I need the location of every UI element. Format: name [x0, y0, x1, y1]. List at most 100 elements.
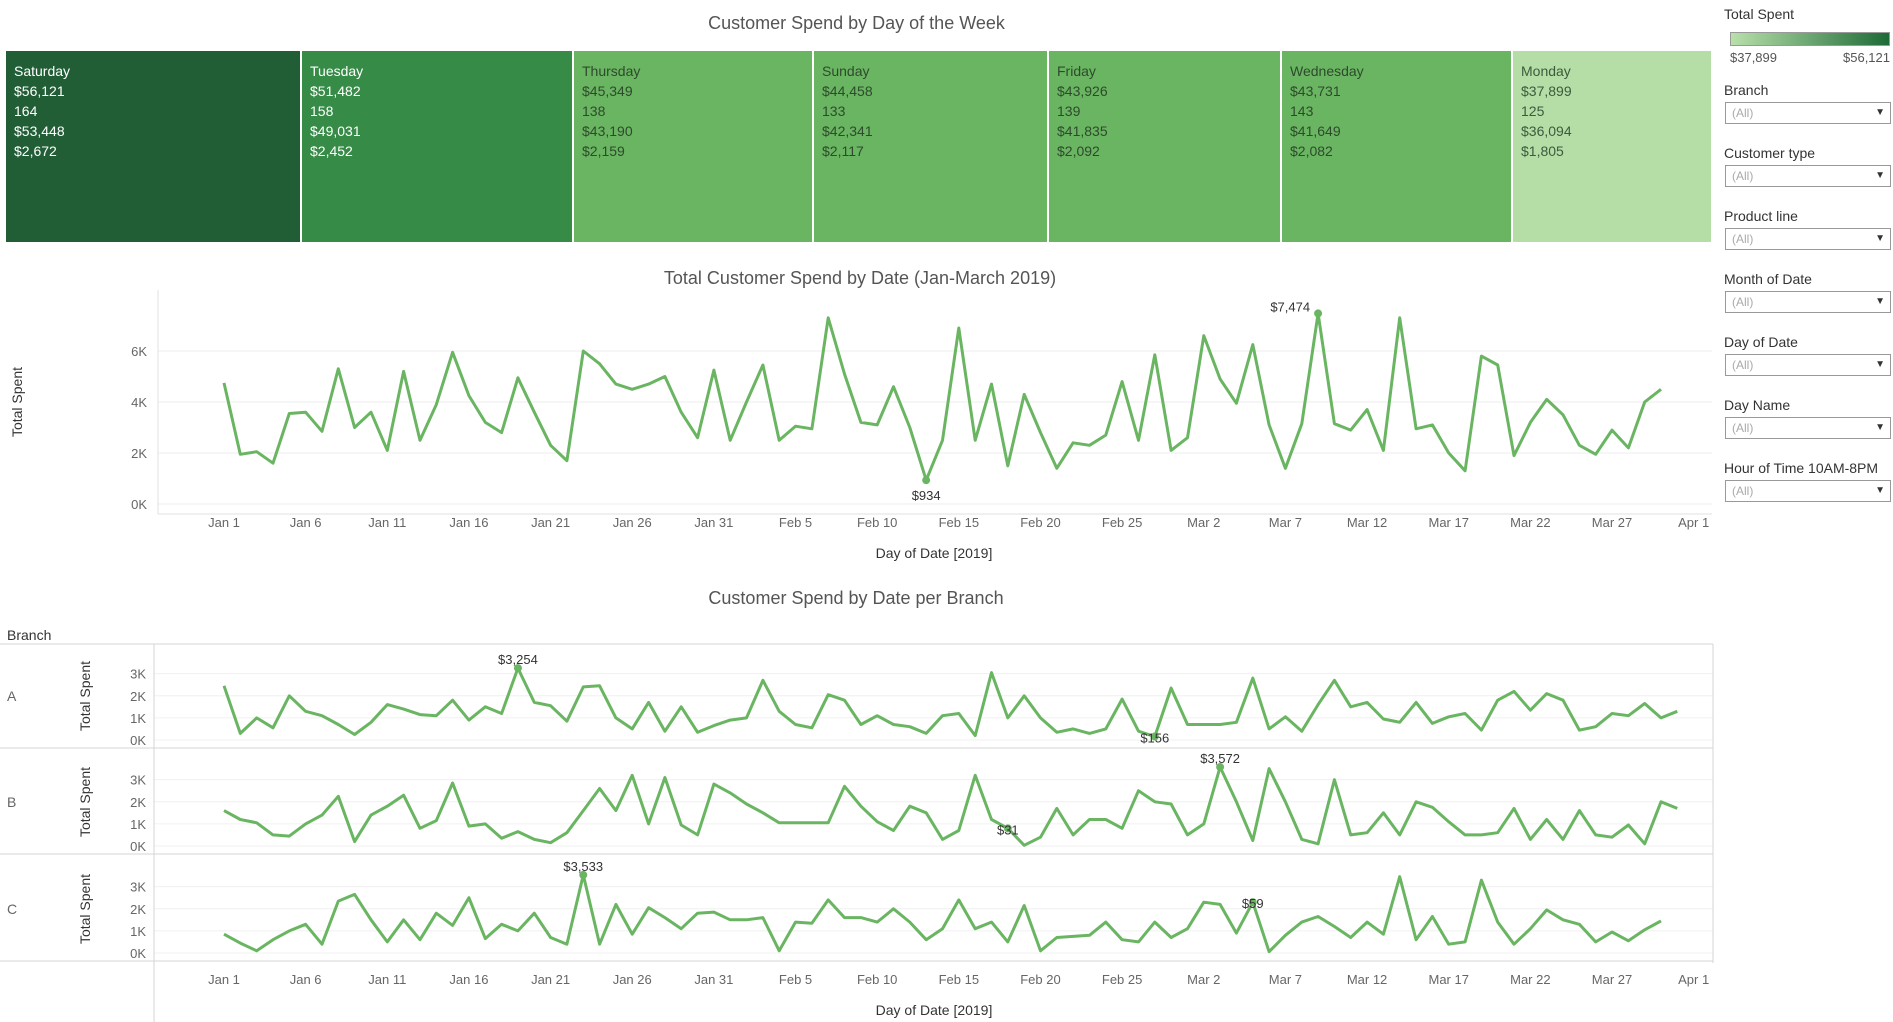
total-spend-series-line: [222, 311, 1662, 482]
x-tick-label: Mar 7: [1269, 972, 1302, 987]
tile-day-label: Friday: [1057, 63, 1096, 79]
branch-a-series-line: [222, 666, 1678, 739]
treemap-tile-saturday[interactable]: Saturday $56,121 164 $53,448 $2,672: [6, 51, 302, 242]
branch-spend-line-chart: Customer Spend by Date per Branch Branch A…: [0, 588, 1714, 1022]
y-tick-label: 1K: [130, 817, 146, 832]
x-tick-label: Feb 20: [1020, 515, 1060, 530]
annotation-point: [1003, 824, 1012, 833]
tile-count-label: 139: [1057, 103, 1081, 119]
chevron-down-icon: ▼: [1875, 296, 1885, 307]
chevron-down-icon: ▼: [1875, 233, 1885, 244]
tile-count-label: 143: [1290, 103, 1314, 119]
tile-v4-label: $2,159: [582, 143, 625, 159]
tile-count-label: 164: [14, 103, 38, 119]
tile-total-label: $44,458: [822, 83, 873, 99]
x-tick-label: Feb 25: [1102, 972, 1142, 987]
branch-c-series-line: [223, 873, 1662, 954]
branch-b-series-line: [223, 765, 1678, 847]
filter-dropdown-day-name[interactable]: (All) ▼: [1725, 417, 1891, 439]
tile-total-label: $37,899: [1521, 83, 1572, 99]
filter-label-customer-type: Customer type: [1724, 145, 1816, 161]
annotation-point: [513, 664, 522, 673]
filter-dropdown-day-of-date[interactable]: (All) ▼: [1725, 354, 1891, 376]
filter-value: (All): [1732, 169, 1754, 183]
treemap-tile-sunday[interactable]: Sunday $44,458 133 $42,341 $2,117: [814, 51, 1049, 242]
y-tick-label: 6K: [131, 344, 147, 359]
y-tick-label: 0K: [130, 946, 146, 961]
tile-day-label: Thursday: [582, 63, 641, 79]
treemap-tile-thursday[interactable]: Thursday $45,349 138 $43,190 $2,159: [574, 51, 814, 242]
tile-v3-label: $41,835: [1057, 123, 1108, 139]
y-tick-label: 2K: [130, 689, 146, 704]
filter-label-day-of-date: Day of Date: [1724, 334, 1798, 350]
x-tick-label: Jan 11: [368, 972, 406, 987]
annotation-point: [1314, 309, 1323, 318]
treemap-tile-tuesday[interactable]: Tuesday $51,482 158 $49,031 $2,452: [302, 51, 574, 242]
x-tick-label: Jan 21: [531, 972, 570, 987]
tile-count-label: 158: [310, 103, 334, 119]
y-tick-label: 2K: [130, 902, 146, 917]
filter-dropdown-product-line[interactable]: (All) ▼: [1725, 228, 1891, 250]
x-tick-label: Feb 10: [857, 515, 897, 530]
annotation-label: $3,254: [498, 652, 538, 667]
filter-dropdown-customer-type[interactable]: (All) ▼: [1725, 165, 1891, 187]
y-tick-label: 3K: [130, 773, 146, 788]
x-tick-label: Mar 7: [1269, 515, 1302, 530]
filter-dropdown-hour-of-time-10am-8pm[interactable]: (All) ▼: [1725, 480, 1891, 502]
filter-label-day-name: Day Name: [1724, 397, 1791, 413]
tile-v4-label: $2,092: [1057, 143, 1100, 159]
treemap-tile-monday[interactable]: Monday $37,899 125 $36,094 $1,805: [1513, 51, 1713, 242]
x-tick-label: Feb 25: [1102, 515, 1142, 530]
chevron-down-icon: ▼: [1875, 170, 1885, 181]
tile-v4-label: $1,805: [1521, 143, 1564, 159]
treemap-tile-wednesday[interactable]: Wednesday $43,731 143 $41,649 $2,082: [1282, 51, 1513, 242]
x-tick-label: Jan 6: [290, 972, 322, 987]
x-tick-label: Feb 15: [939, 515, 979, 530]
x-tick-label: Mar 17: [1428, 515, 1468, 530]
branch-chart-title: Customer Spend by Date per Branch: [708, 588, 1003, 608]
x-tick-label: Jan 26: [613, 972, 652, 987]
tile-total-label: $51,482: [310, 83, 361, 99]
y-tick-label: 4K: [131, 395, 147, 410]
x-tick-label: Jan 31: [694, 515, 733, 530]
x-tick-label: Jan 21: [531, 515, 570, 530]
annotation-label: $31: [997, 822, 1019, 837]
tile-day-label: Sunday: [822, 63, 870, 79]
x-tick-label: Mar 2: [1187, 972, 1220, 987]
filter-label-hour-of-time-10am-8pm: Hour of Time 10AM-8PM: [1724, 460, 1879, 476]
filter-dropdown-branch[interactable]: (All) ▼: [1725, 102, 1891, 124]
x-tick-label: Apr 1: [1678, 972, 1709, 987]
y-tick-label: 0K: [130, 839, 146, 854]
branch-x-axis-title: Day of Date [2019]: [876, 1002, 993, 1018]
treemap-tile-friday[interactable]: Friday $43,926 139 $41,835 $2,092: [1049, 51, 1282, 242]
tile-v3-label: $42,341: [822, 123, 873, 139]
annotation-label: $59: [1242, 896, 1264, 911]
day-of-week-treemap: Saturday $56,121 164 $53,448 $2,672 Tuesday $5…: [6, 51, 1713, 242]
tile-total-label: $43,731: [1290, 83, 1341, 99]
x-tick-label: Feb 5: [779, 515, 812, 530]
annotation-label: $7,474: [1270, 299, 1310, 314]
tile-day-label: Wednesday: [1290, 63, 1364, 79]
x-tick-label: Jan 16: [449, 972, 488, 987]
x-tick-label: Jan 31: [694, 972, 733, 987]
facet-header: Branch: [7, 627, 51, 643]
annotation-label: $3,533: [563, 859, 603, 874]
x-tick-label: Jan 26: [613, 515, 652, 530]
filter-label-branch: Branch: [1724, 82, 1769, 98]
x-tick-label: Jan 6: [290, 515, 322, 530]
branch-row-label: B: [7, 794, 16, 810]
tile-total-label: $43,926: [1057, 83, 1108, 99]
x-tick-label: Jan 16: [449, 515, 488, 530]
tile-v4-label: $2,672: [14, 143, 57, 159]
line-chart-y-axis-title: Total Spent: [9, 367, 25, 437]
annotation-label: $156: [1140, 731, 1169, 746]
x-tick-label: Apr 1: [1678, 515, 1709, 530]
line-chart-x-axis-title: Day of Date [2019]: [876, 545, 993, 561]
tile-day-label: Tuesday: [310, 63, 364, 79]
y-tick-label: 2K: [131, 446, 147, 461]
filter-dropdown-month-of-date[interactable]: (All) ▼: [1725, 291, 1891, 313]
legend-max-value: $56,121: [1843, 50, 1890, 65]
treemap-title: Customer Spend by Day of the Week: [708, 13, 1005, 33]
branch-row-label: C: [7, 901, 17, 917]
tile-v3-label: $53,448: [14, 123, 65, 139]
